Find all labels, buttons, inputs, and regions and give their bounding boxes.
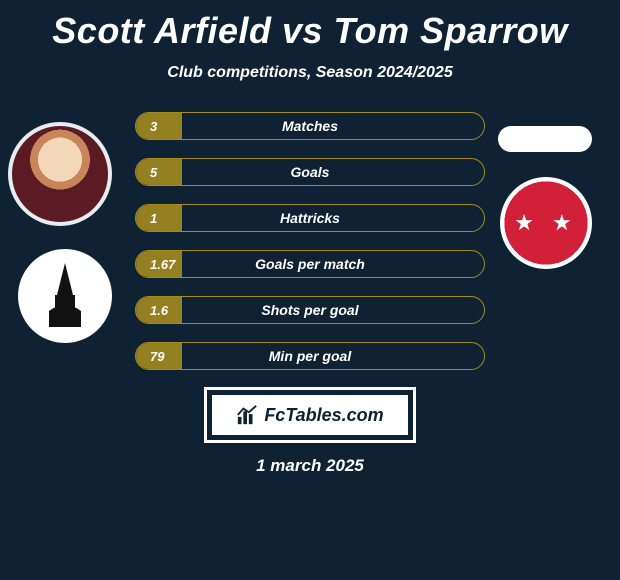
stats-column: 3Matches 5Goals 1Hattricks 1.67Goals per ma… [135, 112, 485, 370]
comparison-card: Scott Arfield vs Tom Sparrow Club compet… [0, 0, 620, 476]
stat-label: Goals [136, 164, 484, 180]
stat-label: Matches [136, 118, 484, 134]
stat-row: 1Hattricks [135, 204, 485, 232]
stat-label: Goals per match [136, 256, 484, 272]
stat-label: Hattricks [136, 210, 484, 226]
stat-label: Min per goal [136, 348, 484, 364]
stat-row: 5Goals [135, 158, 485, 186]
page-title: Scott Arfield vs Tom Sparrow [0, 10, 620, 52]
brand-badge[interactable]: FcTables.com [207, 390, 413, 440]
bars-icon [236, 404, 258, 426]
stat-row: 79Min per goal [135, 342, 485, 370]
stat-row: 1.67Goals per match [135, 250, 485, 278]
brand-text: FcTables.com [264, 405, 383, 426]
stats-area: 3Matches 5Goals 1Hattricks 1.67Goals per ma… [0, 112, 620, 370]
stat-row: 3Matches [135, 112, 485, 140]
stat-label: Shots per goal [136, 302, 484, 318]
stat-row: 1.6Shots per goal [135, 296, 485, 324]
date-label: 1 march 2025 [0, 456, 620, 476]
subtitle: Club competitions, Season 2024/2025 [0, 64, 620, 82]
